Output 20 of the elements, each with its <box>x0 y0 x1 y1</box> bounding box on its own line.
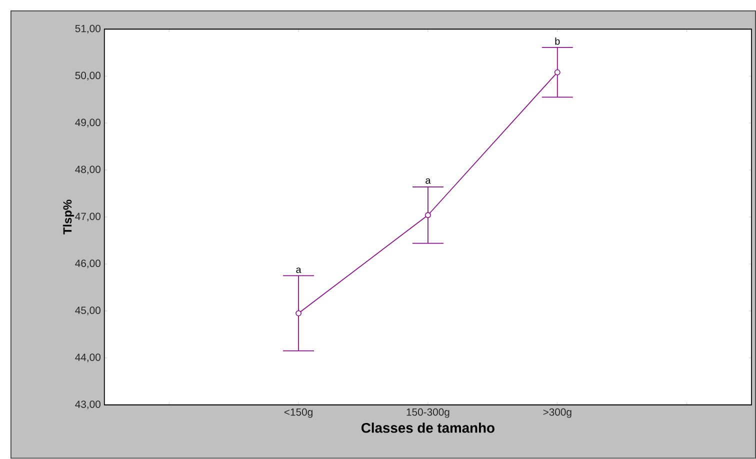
y-tick-label: 51,00 <box>75 24 100 34</box>
y-tick-label: 46,00 <box>75 260 100 268</box>
annotation: b <box>555 38 560 45</box>
y-tick-label: 45,00 <box>75 306 100 316</box>
x-tick-label: >300g <box>543 408 572 418</box>
y-tick-label: 48,00 <box>75 166 100 174</box>
x-axis-title: Classes de tamanho <box>361 422 494 433</box>
y-axis-title: Tlsp% <box>62 200 74 234</box>
x-tick-label: <150g <box>284 408 312 418</box>
y-tick-label: 43,00 <box>75 400 100 410</box>
point <box>424 212 431 218</box>
annotation: a <box>296 268 302 274</box>
y-tick-label: 44,00 <box>75 354 100 362</box>
y-tick-label: 50,00 <box>75 72 100 81</box>
y-tick-label: 47,00 <box>75 212 100 222</box>
x-tick-label: 150-300g <box>406 408 450 418</box>
y-tick-label: 49,00 <box>75 118 100 128</box>
annotation: a <box>426 178 431 184</box>
point <box>554 69 560 76</box>
point <box>296 310 302 316</box>
